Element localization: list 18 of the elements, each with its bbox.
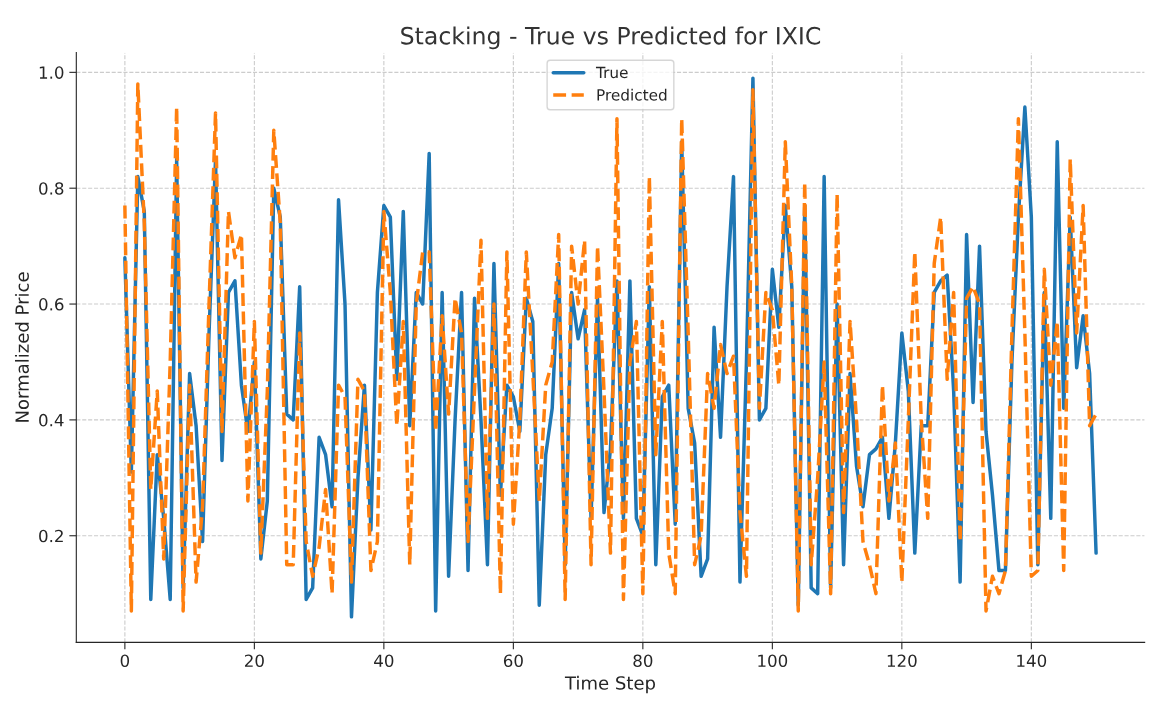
x-axis-title: Time Step [564,675,656,694]
y-axis-title: Normalized Price [14,272,29,422]
y-tick-label: 1.0 [39,66,64,79]
x-tick-label: 100 [758,654,788,668]
x-tick-label: 140 [1017,654,1047,668]
y-tick-label: 0.8 [39,182,64,195]
x-tick-label: 20 [244,654,264,668]
y-tick-label: 0.4 [39,413,64,427]
y-tick-label: 0.2 [39,529,63,543]
legend-label: Predicted [597,88,667,101]
legend-label: True [595,66,628,79]
x-tick-label: 60 [503,654,523,668]
y-tick-label: 0.6 [39,298,64,311]
x-tick-label: 120 [887,654,917,668]
x-tick-label: 0 [120,654,130,668]
x-tick-label: 80 [633,654,653,668]
x-tick-label: 40 [374,654,394,668]
chart-title: Stacking - True vs Predicted for IXIC [401,26,821,50]
